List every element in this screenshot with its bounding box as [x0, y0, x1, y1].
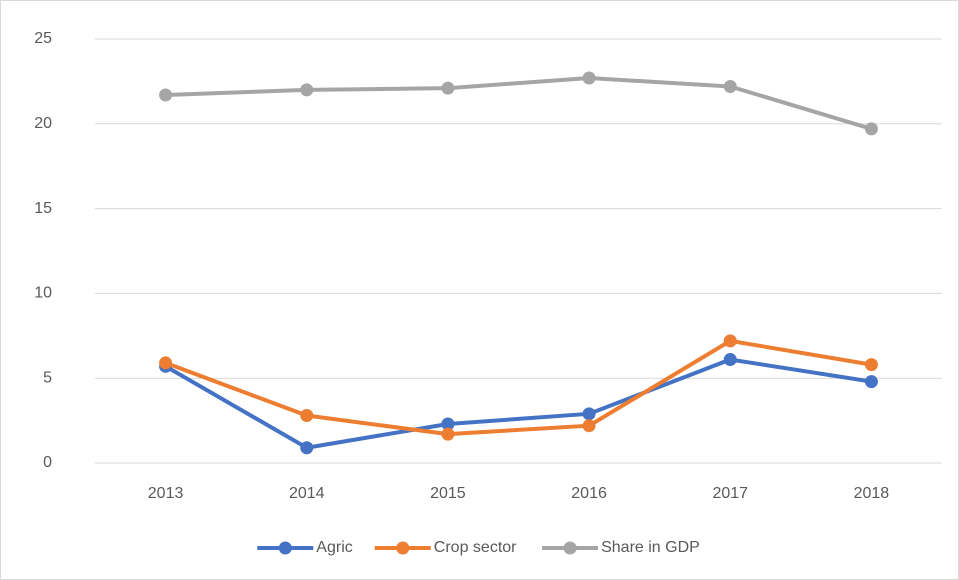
legend-label: Share in GDP	[601, 539, 700, 556]
legend-marker	[396, 541, 410, 555]
data-point	[582, 407, 596, 421]
y-tick-label: 5	[43, 369, 52, 386]
data-point	[723, 334, 737, 348]
legend-label: Crop sector	[434, 539, 517, 556]
data-point	[723, 79, 737, 93]
data-point	[441, 81, 455, 95]
data-point	[441, 427, 455, 441]
series-line	[165, 76, 872, 131]
x-tick-label: 2017	[712, 485, 748, 502]
x-tick-label: 2013	[148, 485, 184, 502]
data-point	[159, 88, 173, 102]
y-tick-label: 10	[34, 285, 52, 302]
y-tick-label: 25	[34, 30, 52, 47]
data-point	[300, 83, 314, 97]
x-tick-label: 2015	[430, 485, 466, 502]
legend-marker	[563, 541, 577, 555]
legend-label: Agric	[316, 539, 352, 556]
data-point	[582, 71, 596, 85]
y-tick-label: 0	[43, 454, 52, 471]
data-point	[441, 417, 455, 431]
data-point	[723, 353, 737, 367]
x-tick-label: 2014	[289, 485, 325, 502]
x-tick-label: 2018	[854, 485, 890, 502]
legend-marker	[278, 541, 292, 555]
series-line	[164, 357, 872, 450]
x-tick-label: 2016	[571, 485, 607, 502]
y-tick-label: 20	[34, 115, 52, 132]
data-point	[300, 409, 314, 423]
data-point	[300, 441, 314, 455]
y-tick-label: 15	[34, 200, 52, 217]
series-line	[164, 338, 872, 437]
data-point	[864, 122, 878, 136]
data-point	[159, 356, 173, 370]
data-point	[864, 375, 878, 389]
data-point	[582, 419, 596, 433]
data-point	[864, 358, 878, 372]
